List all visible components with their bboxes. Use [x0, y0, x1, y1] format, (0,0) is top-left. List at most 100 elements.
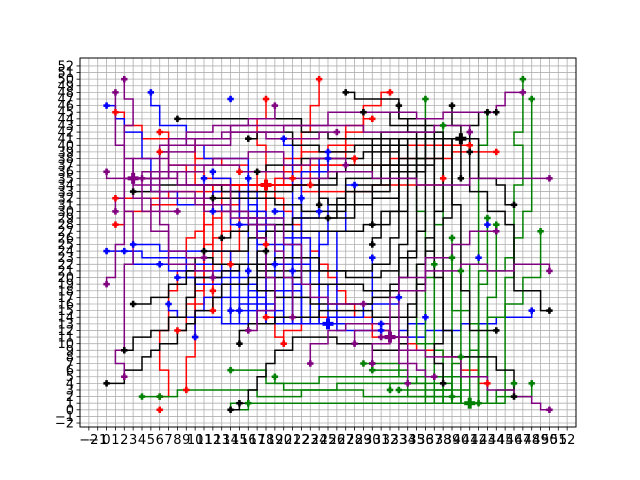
- x-tick-label: 7: [164, 433, 172, 448]
- y-tick-label: 4: [66, 377, 74, 392]
- data-point: [493, 109, 500, 116]
- x-tick-label: 24: [311, 433, 328, 448]
- x-tick-label: 34: [399, 433, 416, 448]
- data-point: [369, 221, 376, 228]
- x-tick-label: 47: [515, 433, 532, 448]
- data-point: [395, 102, 403, 109]
- data-point: [386, 89, 394, 96]
- data-point: [129, 300, 137, 308]
- data-point: [546, 175, 553, 182]
- y-tick-label: 44: [57, 112, 74, 127]
- y-tick-label: 37: [57, 159, 74, 174]
- series-line: [133, 177, 276, 332]
- y-tick-label: 13: [57, 317, 74, 332]
- data-point: [431, 261, 438, 268]
- y-tick-label: 36: [57, 165, 74, 180]
- y-tick-label: −2: [55, 417, 74, 432]
- series-line: [345, 91, 461, 140]
- data-point: [475, 399, 482, 407]
- series-line: [221, 137, 461, 239]
- data-point: [395, 386, 403, 394]
- series-line: [238, 137, 461, 344]
- hub-point: [464, 397, 476, 409]
- data-point: [342, 161, 349, 169]
- x-tick-label: 29: [355, 433, 372, 448]
- data-point: [377, 333, 385, 341]
- data-point: [493, 327, 500, 334]
- y-tick-label: 26: [57, 231, 74, 246]
- y-tick-label: 17: [57, 291, 74, 306]
- y-tick-label: 39: [57, 145, 74, 160]
- data-point: [528, 307, 535, 314]
- y-tick-label: 32: [57, 192, 74, 207]
- data-point: [245, 135, 252, 142]
- data-point: [369, 254, 376, 261]
- data-point: [112, 89, 119, 96]
- data-point: [351, 155, 358, 162]
- x-tick-label: 46: [506, 433, 523, 448]
- data-point: [191, 333, 199, 341]
- x-tick-label: 16: [240, 433, 257, 448]
- data-point: [174, 327, 181, 334]
- data-point: [209, 307, 217, 314]
- data-point: [307, 360, 314, 367]
- data-point: [200, 254, 208, 261]
- x-tick-label: 9: [182, 433, 190, 448]
- series-line: [469, 231, 542, 404]
- data-point: [103, 280, 110, 288]
- x-tick-label: −2: [79, 433, 98, 448]
- data-point: [448, 234, 456, 242]
- x-tick-label: 45: [497, 433, 514, 448]
- data-point: [236, 307, 243, 314]
- x-tick-label: 44: [488, 433, 505, 448]
- series-line: [442, 137, 515, 397]
- y-tick-label: 19: [57, 278, 74, 293]
- data-point: [200, 247, 208, 255]
- data-point: [227, 95, 234, 103]
- y-tick-label: 3: [66, 383, 74, 398]
- y-tick-label: 43: [57, 119, 74, 134]
- data-point: [138, 175, 146, 182]
- data-point: [519, 75, 527, 83]
- data-point: [138, 393, 146, 400]
- series-line: [123, 79, 134, 179]
- series-line: [132, 178, 214, 278]
- series-line: [132, 178, 204, 259]
- data-point: [156, 406, 163, 414]
- data-point: [271, 208, 279, 215]
- y-tick-label: 21: [57, 264, 74, 279]
- y-tick-label: 14: [57, 311, 74, 326]
- x-tick-label: 31: [373, 433, 390, 448]
- y-tick-label: 29: [57, 212, 74, 227]
- data-point: [262, 247, 270, 255]
- data-point: [262, 95, 270, 103]
- data-point: [386, 386, 394, 394]
- x-tick-label: 25: [320, 433, 337, 448]
- marker-layer: [103, 75, 553, 414]
- x-tick-label: 51: [550, 433, 567, 448]
- data-point: [174, 115, 181, 123]
- y-tick-label: 1: [66, 397, 74, 412]
- y-tick-label: 31: [57, 198, 74, 213]
- x-tick-label: 38: [435, 433, 452, 448]
- data-point: [324, 214, 332, 222]
- x-tick-label: 10: [187, 433, 204, 448]
- data-point: [245, 267, 252, 275]
- data-point: [351, 340, 358, 347]
- x-tick-label: 33: [391, 433, 408, 448]
- y-tick-label: 33: [57, 185, 74, 200]
- x-tick-label: 0: [102, 433, 110, 448]
- data-point: [262, 314, 270, 321]
- data-point: [121, 75, 128, 83]
- hub-point: [322, 318, 334, 330]
- x-tick-label: 19: [267, 433, 284, 448]
- data-point: [546, 307, 553, 314]
- series-line: [132, 105, 276, 179]
- series-line: [469, 79, 524, 404]
- x-tick-label: 22: [293, 433, 310, 448]
- y-tick-label: 24: [57, 245, 74, 260]
- data-point: [315, 201, 323, 209]
- x-tick-label: 52: [559, 433, 576, 448]
- data-point: [165, 300, 172, 308]
- y-tick-label: 18: [57, 284, 74, 299]
